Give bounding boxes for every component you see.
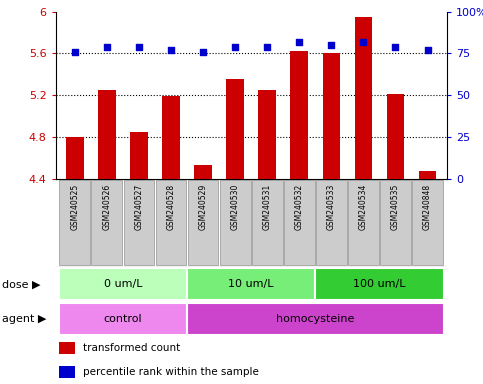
FancyBboxPatch shape [252, 180, 283, 265]
Bar [59, 342, 75, 354]
FancyBboxPatch shape [59, 268, 187, 300]
Text: GSM240848: GSM240848 [423, 184, 432, 230]
Text: control: control [103, 314, 142, 324]
Bar [130, 132, 148, 179]
FancyBboxPatch shape [59, 180, 90, 265]
FancyBboxPatch shape [91, 180, 122, 265]
Bar [258, 90, 276, 179]
FancyBboxPatch shape [412, 180, 443, 265]
Text: 10 um/L: 10 um/L [228, 279, 274, 289]
Point [103, 43, 111, 50]
FancyBboxPatch shape [156, 180, 186, 265]
Point [167, 47, 175, 53]
Text: GSM240529: GSM240529 [199, 184, 208, 230]
Point [231, 43, 239, 50]
FancyBboxPatch shape [188, 180, 218, 265]
Text: homocysteine: homocysteine [276, 314, 355, 324]
Text: GSM240527: GSM240527 [134, 184, 143, 230]
Bar [59, 366, 75, 378]
Bar [66, 137, 84, 179]
Text: agent ▶: agent ▶ [2, 314, 47, 324]
Text: GSM240530: GSM240530 [230, 184, 240, 230]
Point [359, 38, 367, 45]
Point [199, 48, 207, 55]
FancyBboxPatch shape [124, 180, 154, 265]
FancyBboxPatch shape [59, 303, 187, 334]
Text: GSM240533: GSM240533 [327, 184, 336, 230]
FancyBboxPatch shape [284, 180, 314, 265]
Text: GSM240535: GSM240535 [391, 184, 400, 230]
Bar [162, 96, 180, 179]
Point [71, 48, 79, 55]
FancyBboxPatch shape [187, 303, 443, 334]
Text: GSM240526: GSM240526 [102, 184, 112, 230]
FancyBboxPatch shape [220, 180, 251, 265]
FancyBboxPatch shape [187, 268, 315, 300]
FancyBboxPatch shape [348, 180, 379, 265]
Bar [227, 79, 244, 179]
FancyBboxPatch shape [316, 180, 347, 265]
Point [263, 43, 271, 50]
Text: 100 um/L: 100 um/L [353, 279, 406, 289]
Text: dose ▶: dose ▶ [2, 279, 41, 289]
Text: GSM240534: GSM240534 [359, 184, 368, 230]
Bar [323, 53, 340, 179]
Bar [355, 17, 372, 179]
Point [135, 43, 143, 50]
Text: GSM240528: GSM240528 [167, 184, 175, 230]
FancyBboxPatch shape [315, 268, 443, 300]
Text: percentile rank within the sample: percentile rank within the sample [83, 367, 259, 377]
Text: GSM240531: GSM240531 [263, 184, 272, 230]
Text: transformed count: transformed count [83, 343, 180, 353]
Text: GSM240532: GSM240532 [295, 184, 304, 230]
Point [424, 47, 431, 53]
Point [392, 43, 399, 50]
Bar [98, 90, 115, 179]
Bar [194, 165, 212, 179]
Text: 0 um/L: 0 um/L [104, 279, 142, 289]
Text: GSM240525: GSM240525 [71, 184, 79, 230]
Point [296, 38, 303, 45]
Bar [290, 51, 308, 179]
Point [327, 42, 335, 48]
FancyBboxPatch shape [380, 180, 411, 265]
Bar [419, 171, 436, 179]
Bar [387, 94, 404, 179]
